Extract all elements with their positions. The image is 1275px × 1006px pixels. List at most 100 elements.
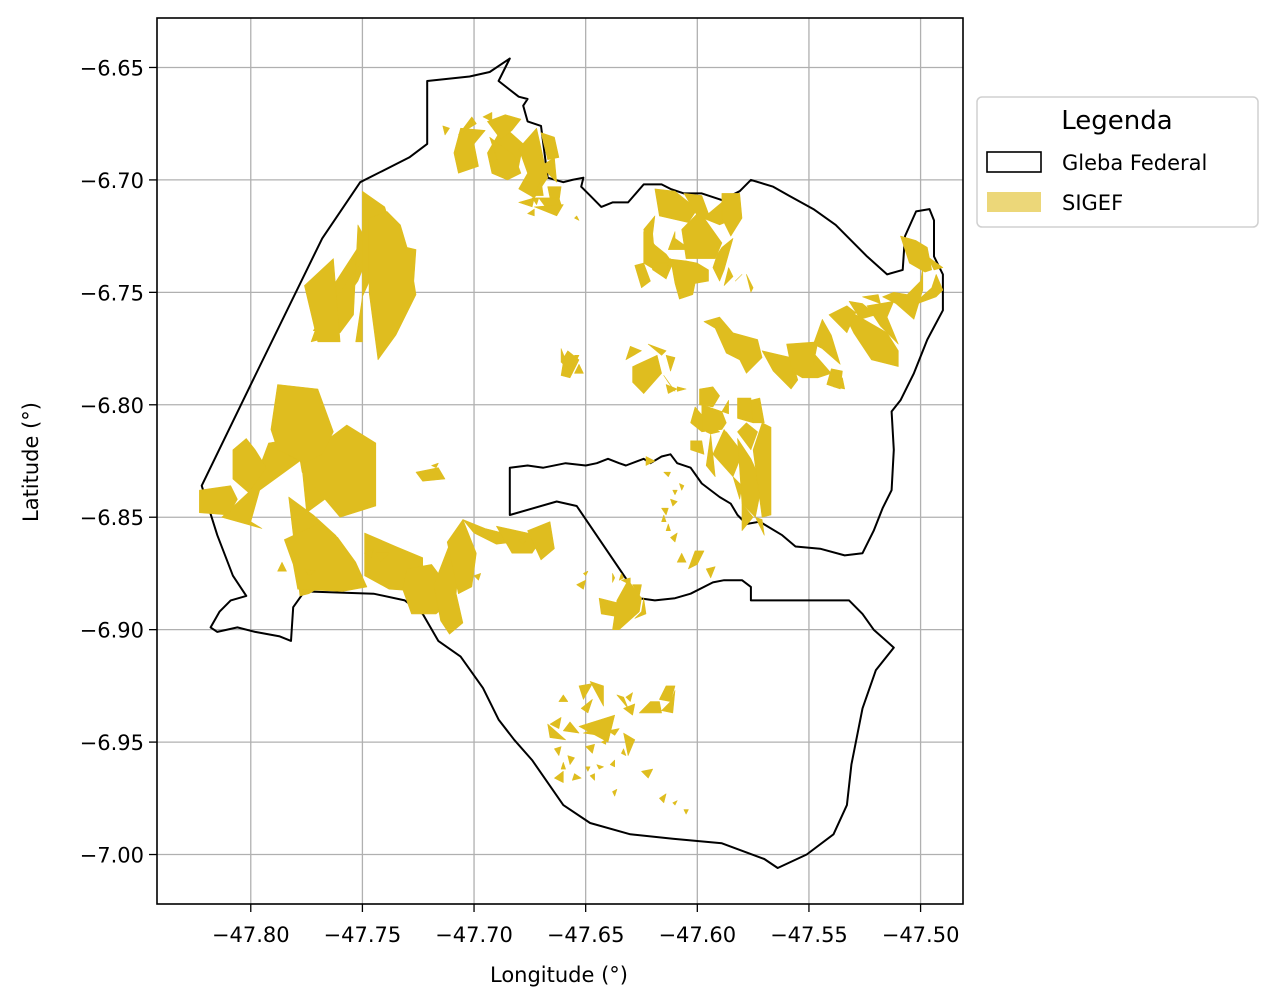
sigef-parcel: [654, 188, 698, 223]
sigef-parcel: [737, 422, 758, 451]
sigef-parcel: [647, 343, 667, 356]
plot-frame: [156, 17, 964, 905]
sigef-parcel: [554, 770, 564, 783]
sigef-parcel: [576, 579, 587, 590]
sigef-parcel: [567, 361, 575, 367]
sigef-parcel: [701, 404, 727, 433]
sigef-parcel: [580, 699, 593, 714]
gleba-federal-layer: [200, 57, 944, 869]
sigef-parcel: [518, 197, 535, 208]
sigef-parcel: [712, 429, 743, 478]
sigef-parcel: [232, 438, 267, 493]
sigef-parcel: [667, 231, 691, 250]
sigef-parcel: [643, 354, 662, 394]
y-tick-label: −7.00: [80, 844, 144, 868]
sigef-parcel: [663, 471, 671, 478]
y-tick-label: −6.95: [80, 731, 144, 755]
sigef-parcel: [589, 681, 604, 707]
sigef-parcel: [844, 314, 899, 367]
sigef-parcel: [547, 723, 566, 741]
x-tick-label: −47.65: [547, 923, 625, 947]
sigef-parcel: [623, 703, 636, 716]
sigef-parcel: [761, 350, 799, 390]
x-axis-ticks: −47.80 −47.75 −47.70 −47.65 −47.60 −47.55 −47.…: [212, 904, 960, 947]
legend-swatch-gleba-federal: [986, 151, 1042, 173]
sigef-parcel: [446, 519, 477, 595]
sigef-parcel: [578, 714, 616, 743]
sigef-parcel: [540, 157, 558, 183]
sigef-parcel: [560, 361, 573, 379]
sigef-parcel: [585, 766, 591, 772]
sigef-parcel: [277, 561, 287, 572]
sigef-parcel: [741, 503, 754, 532]
sigef-parcel: [672, 800, 678, 806]
sigef-parcel: [676, 552, 687, 563]
sigef-parcel: [665, 354, 676, 372]
sigef-parcel: [645, 456, 656, 466]
x-tick-label: −47.50: [882, 923, 960, 947]
sigef-parcel: [574, 215, 580, 221]
sigef-parcel: [705, 433, 716, 478]
sigef-parcel: [721, 399, 729, 415]
sigef-parcel: [737, 438, 763, 518]
sigef-parcel: [750, 397, 765, 424]
sigef-parcel: [911, 274, 944, 307]
gleba-federal-polygon: [200, 57, 944, 869]
sigef-parcel: [583, 570, 589, 577]
x-tick-label: −47.75: [324, 923, 402, 947]
sigef-parcel: [540, 132, 560, 160]
sigef-parcel: [292, 552, 301, 561]
sigef-parcel: [487, 114, 522, 140]
sigef-parcel: [632, 584, 642, 597]
sigef-parcel: [746, 274, 754, 293]
sigef-parcel: [431, 462, 439, 469]
sigef-parcel: [681, 211, 723, 259]
y-axis-ticks: −6.65 −6.70 −6.75 −6.80 −6.85 −6.90 −6.95 −7.00: [80, 56, 157, 868]
sigef-parcel: [574, 363, 584, 374]
sigef-parcel: [549, 717, 562, 729]
sigef-parcel: [473, 573, 482, 581]
sigef-parcel: [634, 597, 647, 619]
sigef-parcel: [560, 348, 566, 363]
sigef-parcel: [612, 788, 618, 797]
sigef-parcel: [862, 294, 881, 304]
sigef-parcel: [562, 721, 580, 734]
sigef-parcel: [661, 690, 676, 714]
x-tick-label: −47.60: [658, 923, 736, 947]
sigef-parcel: [589, 773, 595, 781]
x-tick-label: −47.70: [435, 923, 513, 947]
sigef-parcel: [612, 573, 616, 583]
sigef-parcel: [712, 238, 734, 282]
y-tick-label: −6.85: [80, 506, 144, 530]
sigef-parcel: [703, 316, 763, 374]
sigef-parcel: [612, 579, 642, 631]
legend-box: [976, 96, 1259, 228]
sigef-parcel: [705, 566, 716, 579]
sigef-parcel: [625, 692, 633, 702]
sigef-parcel: [199, 485, 238, 516]
sigef-parcel: [618, 573, 624, 581]
sigef-parcel: [866, 300, 899, 345]
sigef-parcel: [679, 483, 685, 491]
sigef-parcel: [585, 743, 595, 754]
sigef-parcel: [672, 489, 678, 496]
sigef-parcel: [415, 467, 446, 482]
sigef-parcel: [638, 701, 662, 714]
sigef-parcel: [567, 755, 575, 765]
sigef-parcel: [659, 685, 676, 702]
sigef-parcel: [813, 318, 841, 365]
sigef-parcel: [453, 127, 486, 174]
sigef-parcel: [690, 440, 705, 455]
sigef-parcel: [527, 208, 535, 217]
sigef-parcel: [304, 568, 316, 577]
sigef-parcel: [734, 274, 743, 282]
sigef-parcel: [670, 498, 678, 507]
legend-swatch-sigef: [987, 192, 1041, 212]
sigef-parcel: [578, 683, 593, 700]
sigef-parcel: [596, 764, 604, 770]
sigef-parcel: [598, 597, 618, 617]
sigef-parcel: [723, 267, 734, 286]
sigef-parcel: [721, 193, 743, 237]
sigef-parcel: [609, 759, 616, 768]
